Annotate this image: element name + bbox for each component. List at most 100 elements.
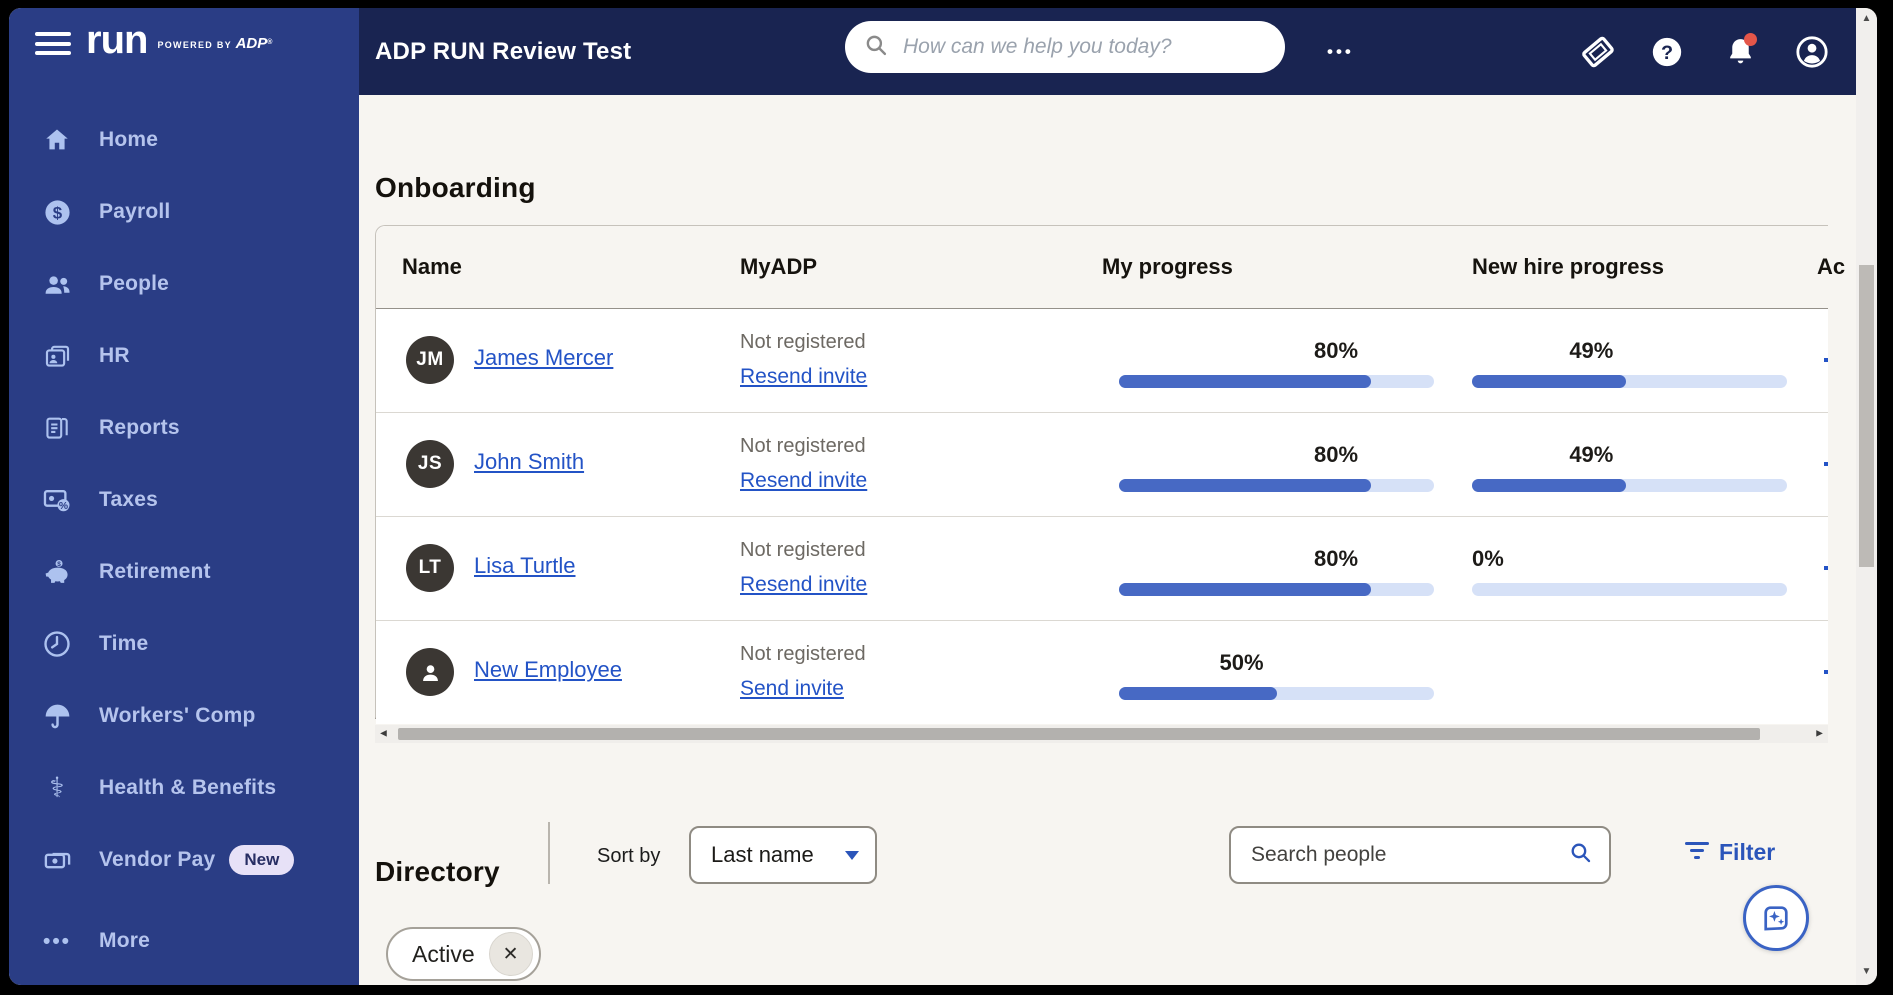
people-search-input[interactable] xyxy=(1249,842,1558,868)
svg-text:$: $ xyxy=(52,203,62,222)
page-vertical-scrollbar[interactable]: ▲ ▼ xyxy=(1856,8,1877,985)
svg-text:?: ? xyxy=(1661,42,1673,64)
scroll-left-arrow-icon[interactable]: ◄ xyxy=(378,727,389,740)
action-link-cut xyxy=(1824,566,1828,570)
table-horizontal-scrollbar[interactable]: ◄ ► xyxy=(375,725,1828,743)
table-row-james-mercer: JM James Mercer Not registered Resend in… xyxy=(376,309,1828,413)
myadp-status: Not registered xyxy=(740,435,866,457)
table-row-lisa-turtle: LT Lisa Turtle Not registered Resend inv… xyxy=(376,517,1828,621)
more-options-icon[interactable]: ••• xyxy=(1327,41,1354,61)
help-search-bar[interactable] xyxy=(845,21,1285,73)
progress-bar xyxy=(1119,687,1434,700)
people-search-field[interactable] xyxy=(1229,826,1611,884)
table-body: JM James Mercer Not registered Resend in… xyxy=(376,309,1828,724)
sort-by-label: Sort by xyxy=(597,845,661,867)
new-hire-progress-value: 0% xyxy=(1472,546,1504,571)
sidebar-item-retirement[interactable]: $ Retirement xyxy=(9,536,359,608)
svg-text:$: $ xyxy=(57,561,61,568)
sidebar-item-more[interactable]: ••• More xyxy=(9,905,359,977)
sidebar-item-payroll[interactable]: $ Payroll xyxy=(9,176,359,248)
table-header-row: Name MyADP My progress New hire progress… xyxy=(376,226,1845,309)
resend-invite-link[interactable]: Resend invite xyxy=(740,573,868,596)
ellipsis-icon: ••• xyxy=(42,929,72,953)
run-logo-text: run xyxy=(86,18,148,62)
onboarding-table: Name MyADP My progress New hire progress… xyxy=(375,225,1845,724)
main-content: Onboarding Name MyADP My progress New hi… xyxy=(359,95,1856,985)
home-icon xyxy=(40,126,74,154)
scroll-right-arrow-icon[interactable]: ► xyxy=(1814,727,1825,740)
remove-filter-button[interactable]: ✕ xyxy=(488,932,533,976)
clock-icon xyxy=(40,629,74,659)
my-progress-cell: 80% xyxy=(1119,413,1434,516)
send-invite-link[interactable]: Send invite xyxy=(740,677,844,700)
new-hire-progress-cell: 0% xyxy=(1472,517,1787,620)
caduceus-icon: ⚕ xyxy=(49,772,65,803)
action-link-cut xyxy=(1824,462,1828,466)
folder-person-icon xyxy=(40,342,74,371)
sidebar-item-time[interactable]: Time xyxy=(9,608,359,680)
notifications-bell-icon[interactable] xyxy=(1720,32,1760,72)
action-link-cut xyxy=(1824,670,1828,674)
progress-bar xyxy=(1472,479,1787,492)
employee-name-link[interactable]: John Smith xyxy=(474,449,585,474)
new-hire-progress-cell: 49% xyxy=(1472,309,1787,412)
chip-label: Active xyxy=(412,940,475,967)
filter-label: Filter xyxy=(1719,839,1776,865)
scroll-up-arrow-icon[interactable]: ▲ xyxy=(1861,13,1872,24)
employee-name-link[interactable]: James Mercer xyxy=(474,345,614,370)
sidebar-nav-list: Home $ Payroll People HR Reports % Taxes… xyxy=(9,104,359,977)
resend-invite-link[interactable]: Resend invite xyxy=(740,469,868,492)
horizontal-scrollbar-thumb[interactable] xyxy=(398,728,1760,740)
sidebar-item-reports[interactable]: Reports xyxy=(9,392,359,464)
hamburger-menu-icon[interactable] xyxy=(35,32,71,58)
sidebar-item-health-benefits[interactable]: ⚕ Health & Benefits xyxy=(9,752,359,824)
sidebar-item-people[interactable]: People xyxy=(9,248,359,320)
column-header-myadp: MyADP xyxy=(740,254,818,279)
progress-bar xyxy=(1472,375,1787,388)
person-avatar-icon xyxy=(406,648,454,696)
column-header-actions-cut: Ac xyxy=(1817,254,1846,279)
svg-text:%: % xyxy=(58,501,67,512)
chat-sparkle-icon xyxy=(1764,906,1788,931)
directory-title: Directory xyxy=(375,855,500,887)
my-progress-value: 80% xyxy=(1313,338,1359,363)
sidebar-item-taxes[interactable]: % Taxes xyxy=(9,464,359,536)
sidebar: run POWERED BY ADP® Home $ Payroll Peopl… xyxy=(9,8,359,985)
action-link-cut xyxy=(1824,358,1828,362)
help-icon[interactable]: ? xyxy=(1647,32,1687,72)
new-hire-progress-value: 49% xyxy=(1569,338,1614,363)
sidebar-item-vendor-pay[interactable]: Vendor Pay New xyxy=(9,824,359,896)
filter-button[interactable]: Filter xyxy=(1685,839,1775,866)
my-progress-cell: 50% xyxy=(1119,621,1434,724)
money-stack-icon xyxy=(40,845,74,876)
myadp-status: Not registered xyxy=(740,331,866,353)
column-header-my-progress: My progress xyxy=(1102,254,1233,279)
employee-name-link[interactable]: Lisa Turtle xyxy=(474,553,576,578)
progress-bar xyxy=(1472,583,1787,596)
my-progress-value: 50% xyxy=(1219,650,1264,675)
sidebar-item-home[interactable]: Home xyxy=(9,104,359,176)
resend-invite-link[interactable]: Resend invite xyxy=(740,365,868,388)
chevron-down-icon xyxy=(845,850,859,860)
column-header-new-hire-progress: New hire progress xyxy=(1472,254,1664,279)
filter-icon xyxy=(1685,842,1709,863)
notification-badge xyxy=(1744,32,1757,46)
sidebar-item-hr[interactable]: HR xyxy=(9,320,359,392)
avatar: JM xyxy=(406,336,454,384)
employee-name-link[interactable]: New Employee xyxy=(474,657,622,682)
scroll-down-arrow-icon[interactable]: ▼ xyxy=(1861,966,1872,977)
my-progress-cell: 80% xyxy=(1119,309,1434,412)
ticket-icon[interactable] xyxy=(1578,32,1618,72)
active-filter-chip: Active ✕ xyxy=(386,927,541,981)
adp-logo-text: ADP xyxy=(235,35,268,52)
vertical-scrollbar-thumb[interactable] xyxy=(1859,265,1874,567)
my-progress-value: 80% xyxy=(1313,546,1359,571)
topbar: ADP RUN Review Test ••• ? xyxy=(359,8,1856,95)
account-avatar-icon[interactable] xyxy=(1792,32,1832,72)
chat-assistant-fab[interactable] xyxy=(1743,885,1809,951)
sidebar-item-workers-comp[interactable]: Workers' Comp xyxy=(9,680,359,752)
search-icon xyxy=(1568,840,1593,870)
help-search-input[interactable] xyxy=(901,34,1267,60)
search-icon xyxy=(863,32,889,63)
sort-dropdown[interactable]: Last name xyxy=(689,826,877,884)
